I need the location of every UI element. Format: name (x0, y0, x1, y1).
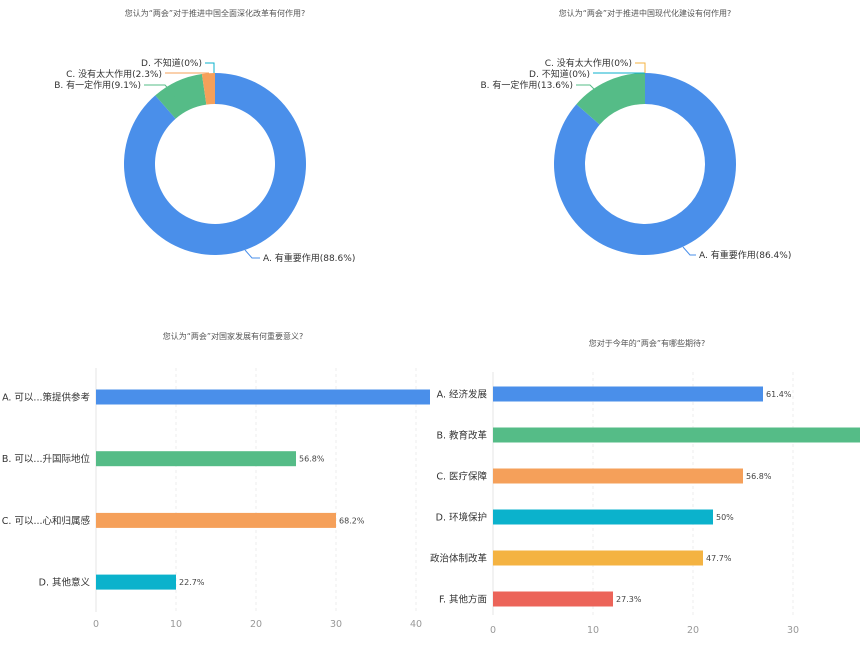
x-tick-label: 10 (170, 619, 182, 630)
label-leader-line (144, 84, 176, 97)
bar-value-label: 22.7% (179, 578, 205, 587)
category-label: A. 经济发展 (437, 389, 488, 401)
bar2-title: 您对于今年的“两会”有哪些期待? (589, 338, 706, 348)
x-tick-label: 0 (93, 619, 99, 630)
label-leader-line (635, 62, 646, 73)
category-label: D. 环境保护 (436, 512, 487, 524)
x-tick-label: 0 (490, 625, 496, 636)
slice-label: D. 不知道(0%) (529, 68, 590, 80)
pie2-title: 您认为“两会”对于推进中国现代化建设有何作用? (559, 8, 732, 18)
pie-slice (155, 73, 207, 119)
x-tick-label: 30 (330, 619, 342, 630)
slice-label: C. 没有太大作用(0%) (545, 57, 632, 69)
pie-slice (554, 73, 736, 255)
bar-value-label: 68.2% (339, 516, 365, 525)
pie-slice (576, 73, 645, 125)
bar-value-label: 27.3% (616, 595, 642, 604)
bar (493, 468, 743, 484)
pie2: A. 有重要作用(86.4%) B. 有一定作用(13.6%)D. 不知道(0%)… (480, 57, 791, 261)
bar-value-label: 61.4% (766, 390, 792, 399)
x-tick-label: 20 (687, 625, 699, 636)
bar-value-label: 56.8% (746, 472, 772, 481)
label-leader-line (682, 246, 696, 256)
category-label: C. 医疗保障 (436, 471, 487, 483)
x-tick-label: 40 (410, 619, 422, 630)
slice-label: A. 有重要作用(88.6%) (263, 252, 355, 264)
bar (96, 389, 430, 405)
label-leader-line (205, 62, 215, 73)
bar (96, 451, 296, 467)
label-leader-line (576, 84, 601, 96)
label-leader-line (244, 249, 260, 259)
bar1-title: 您认为“两会”对国家发展有何重要意义? (163, 331, 304, 341)
bar (493, 386, 763, 402)
bars: 61.4% 56.8% 50% 47.7% 27.3% (493, 386, 860, 607)
bar (493, 550, 703, 566)
x-tick-label: 20 (250, 619, 262, 630)
x-tick-label: 30 (787, 625, 799, 636)
category-label: A. 可以...策提供参考 (2, 392, 90, 404)
bar (493, 509, 713, 525)
bar2: 0102030361.4%56.8%50%47.7%27.3%A. 经济发展B.… (430, 372, 860, 636)
x-tick-label: 10 (587, 625, 599, 636)
bar (96, 512, 336, 528)
slice-label: B. 有一定作用(13.6%) (480, 79, 573, 91)
bar-value-label: 56.8% (299, 455, 325, 464)
slice-label: A. 有重要作用(86.4%) (699, 249, 791, 261)
slice-label: B. 有一定作用(9.1%) (54, 79, 141, 91)
bar-value-label: 47.7% (706, 554, 732, 563)
category-label: B. 教育改革 (436, 430, 487, 442)
pie-slice (201, 73, 215, 105)
bars: 56.8% 68.2% 22.7% (96, 389, 430, 590)
category-label: 政治体制改革 (430, 553, 488, 565)
bar (96, 574, 176, 590)
category-label: C. 可以...心和归属感 (2, 515, 91, 527)
category-label: F. 其他方面 (439, 594, 487, 606)
pie1: A. 有重要作用(88.6%) B. 有一定作用(9.1%)C. 没有太大作用(2… (54, 57, 355, 264)
category-label: D. 其他意义 (39, 577, 91, 589)
slice-label: C. 没有太大作用(2.3%) (66, 68, 162, 80)
category-label: B. 可以...升国际地位 (2, 453, 91, 465)
bar1: 0 10 20 30 40 56.8% 68.2% 22.7% A. 可以...策提供参考 B. … (2, 368, 430, 630)
bar-value-label: 50% (716, 513, 734, 522)
pie1-title: 您认为“两会”对于推进中国全面深化改革有何作用? (125, 8, 306, 18)
bar (493, 591, 613, 607)
pie-slice (124, 73, 307, 256)
slice-label: D. 不知道(0%) (141, 57, 202, 69)
bar (493, 427, 860, 443)
